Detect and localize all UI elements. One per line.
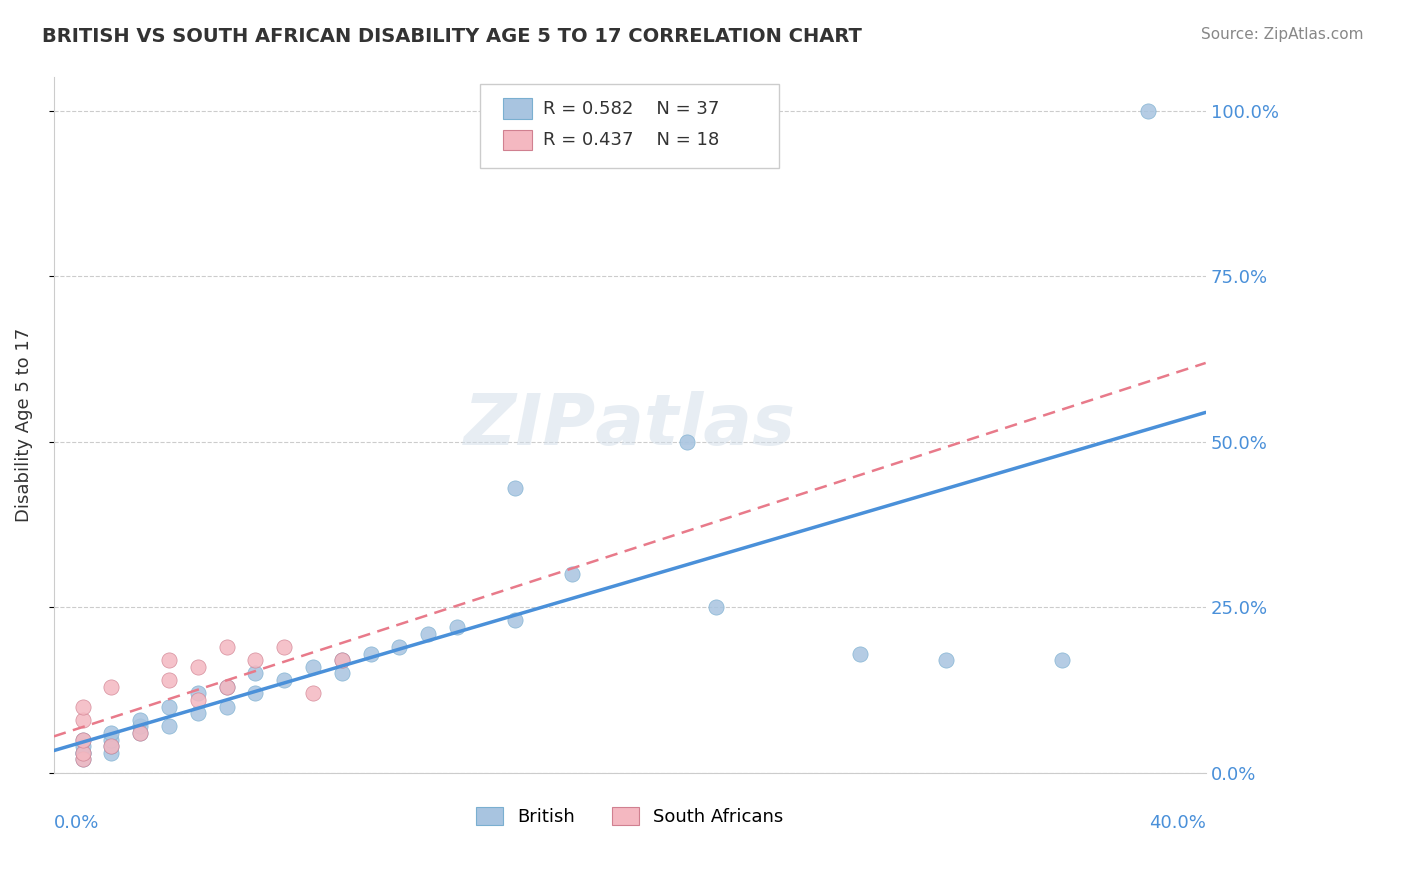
Point [187,660,209,674]
Point [418,626,440,640]
Point [187,693,209,707]
Point [157,673,180,687]
FancyBboxPatch shape [503,129,531,151]
Point [446,620,468,634]
Point [330,653,353,667]
Point [100,726,122,740]
Point [388,640,411,654]
Point [72,739,94,754]
Text: 0.0%: 0.0% [53,814,100,832]
Point [704,600,727,615]
Text: R = 0.582    N = 37: R = 0.582 N = 37 [543,100,720,118]
Point [129,713,152,727]
Point [187,706,209,720]
Point [215,640,238,654]
Point [72,746,94,760]
Point [72,732,94,747]
Point [72,713,94,727]
Point [676,434,699,449]
Point [72,752,94,766]
Point [302,660,325,674]
Point [1050,653,1073,667]
Point [330,666,353,681]
Point [100,739,122,754]
Point [503,614,526,628]
Point [215,699,238,714]
Point [157,719,180,733]
Point [273,673,295,687]
FancyBboxPatch shape [503,98,531,120]
Point [503,481,526,495]
Point [72,746,94,760]
Point [129,726,152,740]
Text: R = 0.437    N = 18: R = 0.437 N = 18 [543,131,720,149]
Point [100,732,122,747]
Text: Source: ZipAtlas.com: Source: ZipAtlas.com [1201,27,1364,42]
Point [72,732,94,747]
Point [100,739,122,754]
Point [302,686,325,700]
Point [129,726,152,740]
Point [72,752,94,766]
Point [561,567,583,582]
Text: BRITISH VS SOUTH AFRICAN DISABILITY AGE 5 TO 17 CORRELATION CHART: BRITISH VS SOUTH AFRICAN DISABILITY AGE … [42,27,862,45]
Point [129,719,152,733]
Point [273,640,295,654]
Y-axis label: Disability Age 5 to 17: Disability Age 5 to 17 [15,328,32,522]
Text: ZIP​atlas: ZIP​atlas [464,391,796,459]
Point [245,666,267,681]
Point [360,647,382,661]
Text: 40.0%: 40.0% [1149,814,1206,832]
FancyBboxPatch shape [479,85,779,168]
Point [157,699,180,714]
Point [245,653,267,667]
Point [157,653,180,667]
Point [245,686,267,700]
Point [330,653,353,667]
Point [849,647,872,661]
Point [100,746,122,760]
Point [72,746,94,760]
Point [215,680,238,694]
Point [935,653,957,667]
Legend: British, South Africans: British, South Africans [470,799,790,833]
Point [100,680,122,694]
Point [215,680,238,694]
Point [72,699,94,714]
Point [187,686,209,700]
Point [1137,103,1160,118]
